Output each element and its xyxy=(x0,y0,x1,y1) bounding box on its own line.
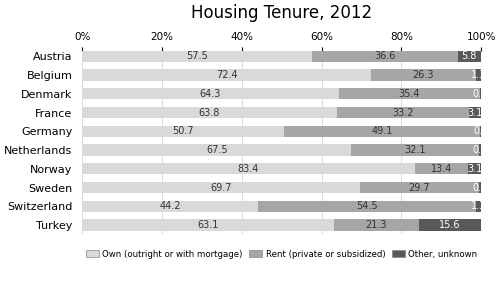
Bar xyxy=(480,88,481,100)
Text: 63.8: 63.8 xyxy=(198,108,220,118)
Bar xyxy=(82,144,351,156)
Bar xyxy=(82,163,415,174)
Bar xyxy=(468,163,480,174)
Text: 13.4: 13.4 xyxy=(431,164,452,174)
Text: 0.4: 0.4 xyxy=(472,145,488,155)
Bar xyxy=(415,163,469,174)
Bar xyxy=(82,126,284,137)
Text: 5.8: 5.8 xyxy=(462,51,477,61)
Text: 0.3: 0.3 xyxy=(473,89,488,99)
Text: 57.5: 57.5 xyxy=(186,51,208,61)
Bar xyxy=(360,182,478,193)
Bar xyxy=(82,88,338,100)
Bar xyxy=(82,51,312,62)
Title: Housing Tenure, 2012: Housing Tenure, 2012 xyxy=(191,4,372,22)
Text: 0.2: 0.2 xyxy=(473,126,488,136)
Text: 64.3: 64.3 xyxy=(200,89,221,99)
Bar xyxy=(82,182,360,193)
Text: 15.6: 15.6 xyxy=(439,220,460,230)
Bar xyxy=(82,219,334,231)
Text: 3.1: 3.1 xyxy=(467,164,482,174)
Bar xyxy=(352,144,480,156)
Bar xyxy=(469,107,482,118)
Text: 36.6: 36.6 xyxy=(374,51,395,61)
Bar xyxy=(458,51,480,62)
Bar xyxy=(480,144,481,156)
Text: 3.1: 3.1 xyxy=(468,108,483,118)
Text: 83.4: 83.4 xyxy=(238,164,259,174)
Text: 67.5: 67.5 xyxy=(206,145,228,155)
Legend: Own (outright or with mortgage), Rent (private or subsidized), Other, unknown: Own (outright or with mortgage), Rent (p… xyxy=(82,246,481,262)
Bar xyxy=(476,201,481,212)
Text: 33.2: 33.2 xyxy=(392,108,413,118)
Text: 29.7: 29.7 xyxy=(408,182,430,193)
Text: 26.3: 26.3 xyxy=(412,70,434,80)
Text: 1.3: 1.3 xyxy=(471,70,486,80)
Text: 1.3: 1.3 xyxy=(471,201,486,211)
Text: 72.4: 72.4 xyxy=(216,70,238,80)
Bar xyxy=(82,107,336,118)
Bar xyxy=(338,88,480,100)
Bar xyxy=(336,107,469,118)
Bar xyxy=(334,219,419,231)
Bar xyxy=(312,51,458,62)
Bar xyxy=(258,201,476,212)
Text: 63.1: 63.1 xyxy=(198,220,218,230)
Text: 54.5: 54.5 xyxy=(356,201,378,211)
Text: 49.1: 49.1 xyxy=(372,126,393,136)
Text: 35.4: 35.4 xyxy=(398,89,420,99)
Bar xyxy=(480,126,481,137)
Text: 69.7: 69.7 xyxy=(210,182,232,193)
Text: 21.3: 21.3 xyxy=(366,220,387,230)
Bar xyxy=(284,126,480,137)
Bar xyxy=(82,201,258,212)
Bar xyxy=(371,70,476,81)
Text: 50.7: 50.7 xyxy=(172,126,194,136)
Text: 44.2: 44.2 xyxy=(160,201,181,211)
Text: 0.5: 0.5 xyxy=(472,182,488,193)
Bar xyxy=(476,70,481,81)
Bar xyxy=(82,70,371,81)
Bar xyxy=(419,219,481,231)
Bar xyxy=(478,182,480,193)
Text: 32.1: 32.1 xyxy=(404,145,426,155)
